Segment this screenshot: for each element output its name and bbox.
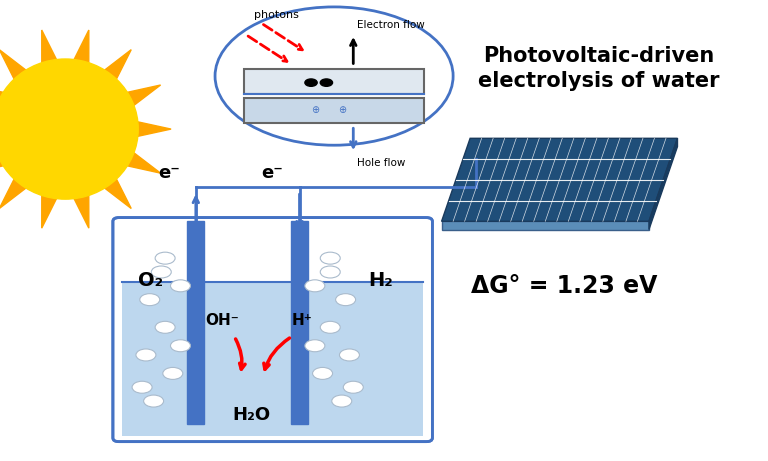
Circle shape — [170, 340, 190, 352]
Polygon shape — [442, 221, 649, 230]
Polygon shape — [0, 50, 33, 87]
Bar — [187, 221, 204, 424]
Polygon shape — [0, 120, 2, 138]
Polygon shape — [118, 85, 161, 111]
Text: O₂: O₂ — [138, 271, 164, 290]
Ellipse shape — [215, 7, 453, 145]
Text: ⊕: ⊕ — [311, 106, 319, 115]
Circle shape — [151, 266, 171, 278]
Bar — [244, 98, 424, 123]
Bar — [244, 69, 424, 94]
Circle shape — [305, 79, 317, 86]
Polygon shape — [70, 186, 89, 228]
Text: H₂: H₂ — [369, 271, 393, 290]
Circle shape — [320, 266, 340, 278]
Circle shape — [343, 381, 363, 393]
Polygon shape — [0, 171, 33, 208]
Text: Electron flow: Electron flow — [357, 19, 425, 30]
Circle shape — [332, 395, 352, 407]
Circle shape — [320, 252, 340, 264]
Circle shape — [155, 252, 175, 264]
Bar — [122, 282, 423, 436]
Circle shape — [140, 294, 160, 306]
Text: Hole flow: Hole flow — [357, 158, 406, 168]
Circle shape — [144, 395, 164, 407]
Polygon shape — [0, 85, 12, 111]
Polygon shape — [442, 138, 677, 221]
Polygon shape — [118, 147, 161, 173]
Text: ⊕: ⊕ — [338, 106, 346, 115]
Polygon shape — [129, 120, 171, 138]
Circle shape — [313, 367, 333, 379]
Text: OH⁻: OH⁻ — [205, 313, 239, 328]
Bar — [291, 221, 308, 424]
FancyBboxPatch shape — [113, 218, 432, 442]
Polygon shape — [41, 30, 61, 72]
Text: e⁻: e⁻ — [158, 164, 180, 182]
Circle shape — [132, 381, 152, 393]
Ellipse shape — [0, 59, 138, 199]
Text: H⁺: H⁺ — [292, 313, 313, 328]
Text: H₂O: H₂O — [233, 406, 270, 424]
Polygon shape — [98, 50, 131, 87]
Text: Photovoltaic-driven
electrolysis of water: Photovoltaic-driven electrolysis of wate… — [478, 46, 720, 91]
Polygon shape — [98, 171, 131, 208]
Circle shape — [305, 340, 325, 352]
Circle shape — [339, 349, 359, 361]
Circle shape — [136, 349, 156, 361]
Polygon shape — [0, 147, 12, 173]
Circle shape — [320, 79, 333, 86]
Polygon shape — [649, 138, 677, 230]
Polygon shape — [41, 186, 61, 228]
Circle shape — [163, 367, 183, 379]
Circle shape — [336, 294, 356, 306]
Circle shape — [320, 321, 340, 333]
Circle shape — [305, 280, 325, 292]
Text: ΔG° = 1.23 eV: ΔG° = 1.23 eV — [472, 274, 657, 298]
Circle shape — [155, 321, 175, 333]
Polygon shape — [70, 30, 89, 72]
Text: photons: photons — [254, 11, 299, 20]
Text: e⁻: e⁻ — [262, 164, 283, 182]
Circle shape — [170, 280, 190, 292]
